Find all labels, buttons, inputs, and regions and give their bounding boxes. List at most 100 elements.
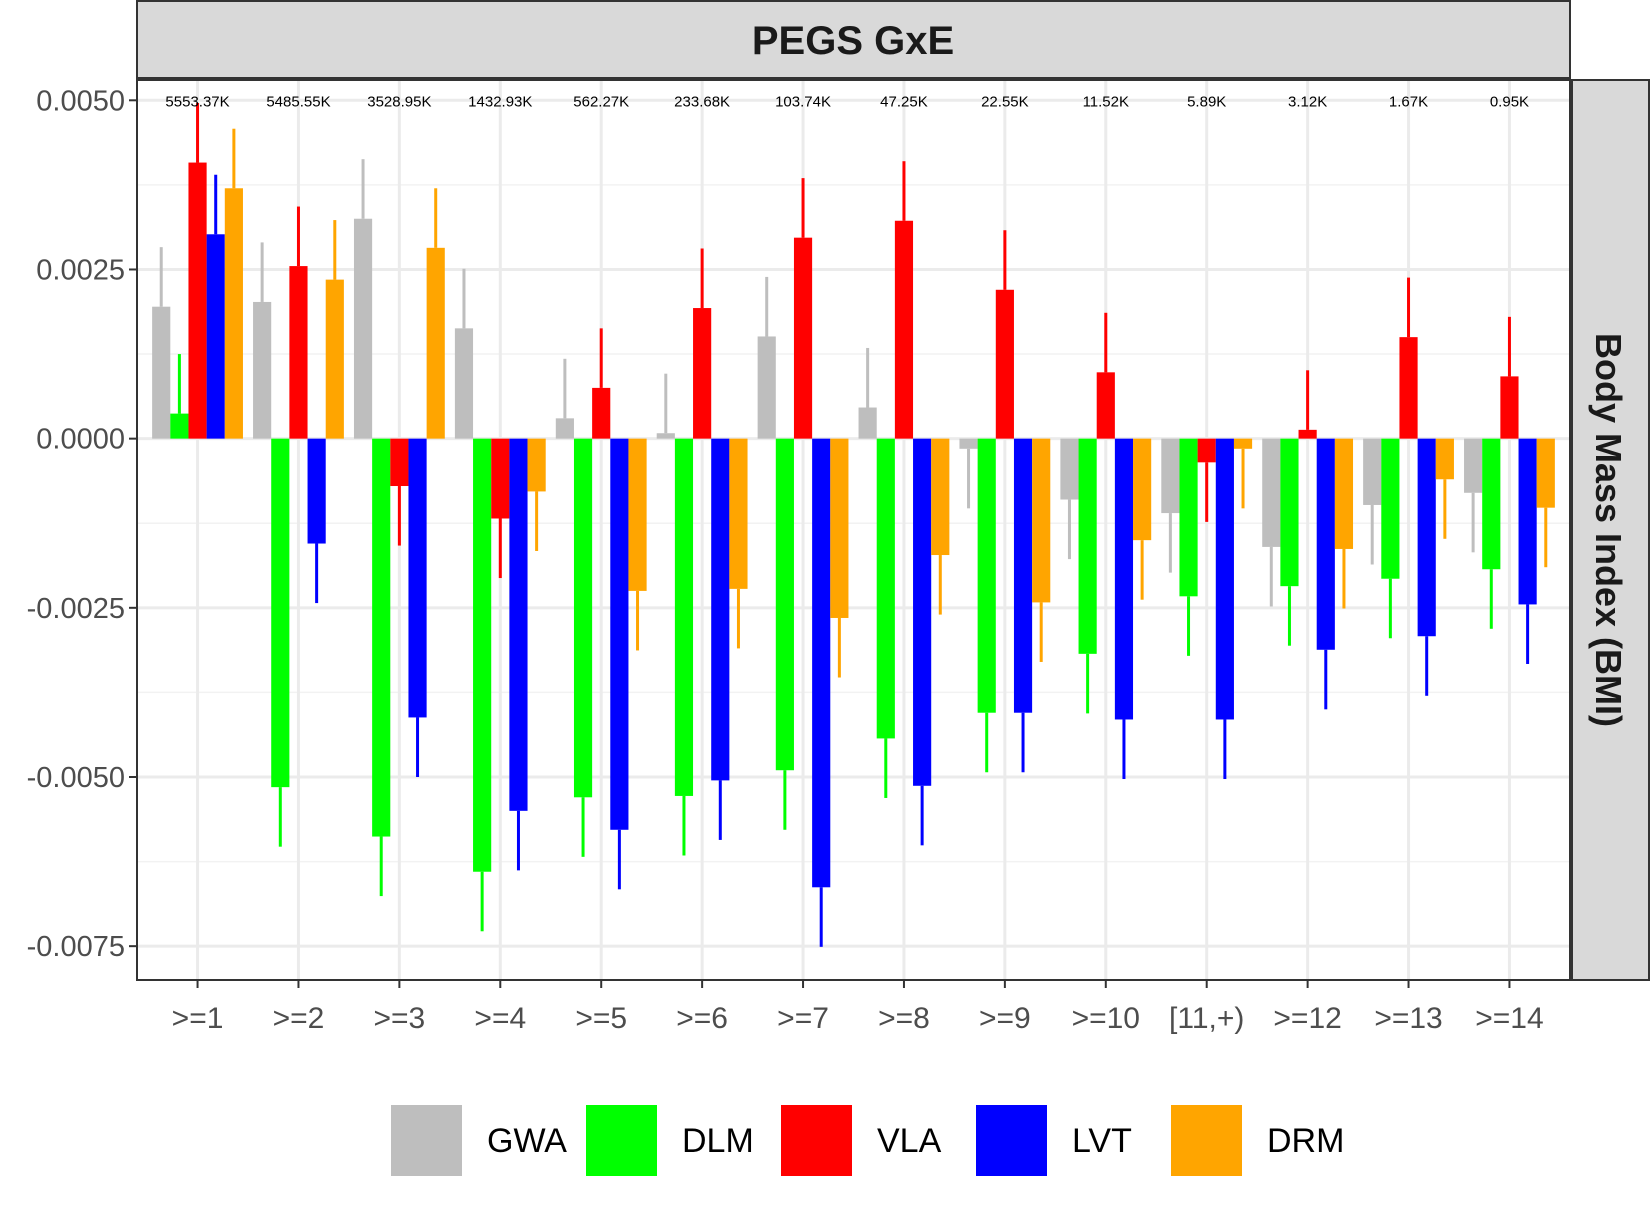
bar [1316,438,1335,650]
bar [1417,438,1436,637]
x-tick-label: >=5 [575,1002,627,1035]
bar [1262,438,1281,547]
legend-key [391,1105,462,1176]
sample-size-label: 1432.93K [468,93,532,110]
y-tick-label: -0.0025 [27,593,125,625]
bar [152,306,171,439]
bar [253,301,272,439]
sample-size-label: 1.67K [1389,93,1428,110]
bar [188,162,207,439]
sample-size-label: 5553.37K [165,93,229,110]
bar [1233,438,1253,449]
x-axis: >=1 >=2 >=3 >=4 >=5 >=6 >=7 >=8 >=9 >=10 [11,+) >=1… [172,980,1544,1035]
bar [729,438,748,589]
bar [408,438,427,718]
y-tick-label: 0.0025 [36,254,125,286]
sample-size-label: 3528.95K [367,93,431,110]
x-tick-label: >=6 [676,1002,728,1035]
x-tick-label: >=8 [878,1002,930,1035]
bar [1161,438,1180,514]
bar [573,438,593,798]
sample-size-label: 103.74K [775,93,831,110]
bar [1435,438,1454,480]
facet-label: Body Mass Index (BMI) [1588,333,1629,727]
bar [325,279,344,439]
bar [1078,438,1097,654]
bar [1482,438,1501,570]
y-axis: 0.0050 0.0025 0.0000 -0.0025 -0.0050 -0.0075 [27,85,137,963]
bar [390,438,409,487]
plot-panel [137,80,1570,980]
sample-size-labels: 5553.37K 5485.55K 3528.95K 1432.93K 562.27K 2… [165,93,1529,110]
legend-key [1171,1105,1242,1176]
bar [977,438,996,713]
sample-size-label: 47.25K [880,93,928,110]
sample-size-label: 11.52K [1083,93,1129,110]
chart-title: PEGS GxE [752,19,954,63]
legend-label: LVT [1072,1122,1132,1160]
bar [775,438,794,771]
bar [1536,438,1555,508]
bar [1500,376,1519,439]
legend-key [586,1105,657,1176]
sample-size-label: 5.89K [1187,93,1226,110]
x-tick-label: >=1 [172,1002,224,1035]
bar [757,336,776,439]
bar [1215,438,1234,720]
x-tick-label: >=14 [1475,1002,1543,1035]
bar [307,438,326,544]
sample-size-label: 3.12K [1288,93,1327,110]
bar [830,438,849,618]
bar [555,418,574,439]
legend-key [781,1105,852,1176]
y-tick-label: 0.0000 [36,424,125,456]
x-tick-label: >=7 [777,1002,829,1035]
bar [491,438,510,519]
bar [1133,438,1152,541]
bar [913,438,932,786]
x-tick-label: >=2 [273,1002,325,1035]
bar [1096,372,1115,439]
bar [426,247,445,439]
bar [959,438,978,449]
bar [1114,438,1134,720]
bar [1518,438,1537,605]
sample-size-label: 22.55K [981,93,1029,110]
bar [876,438,895,739]
bar [509,438,528,811]
bar [1464,438,1483,493]
bar [931,438,950,556]
bar [170,413,189,439]
legend-label: DLM [682,1122,754,1160]
x-tick-label: >=12 [1273,1002,1341,1035]
bar [1298,429,1317,439]
x-tick-label: >=13 [1374,1002,1442,1035]
bar [995,289,1014,439]
bar [1032,438,1051,603]
bar [224,188,243,439]
bar [289,266,308,439]
bar [711,438,730,781]
bar [793,237,813,439]
bar [656,433,675,439]
y-tick-label: 0.0050 [36,85,125,117]
bar [812,438,831,888]
sample-size-label: 233.68K [674,93,730,110]
bar [1280,438,1299,587]
x-tick-label: >=3 [374,1002,426,1035]
bar [610,438,629,830]
legend: GWA DLM VLA LVT DRM [391,1105,1344,1176]
legend-label: VLA [877,1122,942,1160]
bar [592,387,611,439]
bar [674,438,694,796]
title-strip [136,0,1571,79]
bar [1363,438,1382,505]
bar [206,234,225,439]
bars [152,103,1555,947]
bar [1334,438,1354,549]
bar [894,220,914,439]
legend-label: GWA [487,1122,567,1160]
bar [693,308,712,439]
